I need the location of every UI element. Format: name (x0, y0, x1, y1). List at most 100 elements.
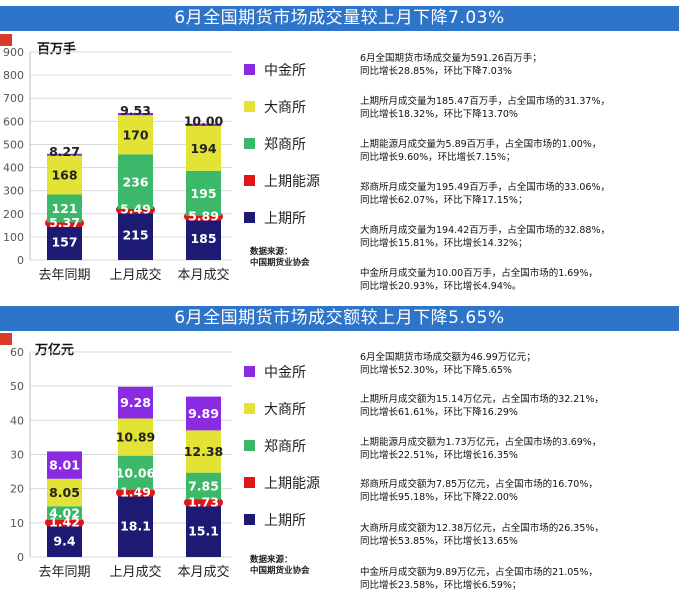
bar-segment-ine (184, 498, 223, 507)
source-label: 数据来源： (250, 555, 293, 565)
data-label-ine: 5.37 (49, 215, 80, 230)
legend-swatch (244, 212, 255, 223)
legend-swatch (244, 514, 255, 525)
note-line: 上期能源月成交量为5.89百万手，占全国市场的1.00%， (360, 139, 602, 150)
note-line: 同比增长9.60%，环比增长7.15%； (360, 152, 516, 163)
note-paragraph: 上期所月成交量为185.47百万手，占全国市场的31.37%， 同比增长18.32… (360, 95, 610, 121)
data-label-cffex: 9.53 (120, 103, 151, 118)
note-line: 同比增长18.32%，环比下降13.70% (360, 109, 518, 120)
data-label-shfe: 157 (51, 234, 77, 249)
y-tick-label: 0 (17, 551, 24, 564)
data-label-shfe: 185 (190, 231, 216, 246)
legend-label: 中金所 (264, 62, 306, 79)
data-label-shfe: 15.1 (188, 524, 219, 539)
note-line: 同比增长15.81%，环比增长14.32%； (360, 238, 528, 249)
legend-swatch (244, 64, 255, 75)
note-paragraph: 6月全国期货市场成交量为591.26百万手； 同比增长28.85%，环比下降7.0… (360, 52, 542, 78)
note-paragraph: 上期能源月成交量为5.89百万手，占全国市场的1.00%， 同比增长9.60%，环… (360, 138, 601, 164)
note-line: 同比增长62.07%，环比下降17.15%； (360, 195, 528, 206)
y-tick-label: 700 (3, 92, 24, 105)
data-label-czce: 195 (190, 186, 216, 201)
bar-segment-ine (45, 518, 84, 527)
y-tick-label: 300 (3, 185, 24, 198)
data-label-dce: 12.38 (184, 444, 224, 459)
note-line: 大商所月成交量为194.42百万手，占全国市场的32.88%， (360, 225, 610, 236)
data-label-shfe: 9.4 (53, 533, 75, 548)
note-line: 同比增长20.93%，环比增长4.94%。 (360, 281, 522, 292)
legend-item: 上期所 (244, 501, 320, 538)
source-name: 中国期货业协会 (250, 258, 310, 268)
legend-label: 上期能源 (264, 173, 320, 190)
note-paragraph: 中金所月成交量为10.00百万手，占全国市场的1.69%， 同比增长20.93%，… (360, 267, 598, 293)
bar-segment-cffex (118, 113, 153, 116)
bar-segment-cffex (47, 153, 82, 156)
legend-label: 上期能源 (264, 475, 320, 492)
data-label-cffex: 8.27 (49, 144, 80, 159)
data-label-dce: 8.05 (49, 485, 80, 500)
note-line: 6月全国期货市场成交量为591.26百万手； (360, 53, 542, 64)
bar-segment-dce (47, 478, 82, 507)
bar-segment-czce (47, 194, 82, 223)
bar-segment-cffex (118, 386, 153, 419)
source-label: 数据来源： (250, 247, 293, 257)
note-line: 上期能源月成交额为1.73万亿元，占全国市场的3.69%， (360, 437, 602, 448)
data-label-cffex: 9.89 (188, 406, 219, 421)
bar-segment-dce (186, 125, 221, 171)
note-paragraph: 郑商所月成交量为195.49百万手，占全国市场的33.06%， 同比增长62.07… (360, 181, 610, 207)
legend-item: 上期能源 (244, 464, 320, 501)
legend-item: 上期能源 (244, 162, 320, 199)
note-line: 上期所月成交额为15.14万亿元，占全国市场的32.21%， (360, 394, 604, 405)
note-line: 中金所月成交额为9.89万亿元，占全国市场的21.05%， (360, 567, 598, 578)
note-line: 上期所月成交量为185.47百万手，占全国市场的31.37%， (360, 96, 610, 107)
legend-label: 郑商所 (264, 136, 306, 153)
note-line: 郑商所月成交量为195.49百万手，占全国市场的33.06%， (360, 182, 610, 193)
y-tick-label: 20 (10, 483, 24, 496)
note-line: 大商所月成交额为12.38万亿元，占全国市场的26.35%， (360, 523, 604, 534)
data-label-czce: 10.06 (116, 465, 156, 480)
note-line: 同比增长52.30%，环比下降5.65% (360, 365, 512, 376)
bar-segment-ine (116, 488, 155, 497)
legend-swatch (244, 366, 255, 377)
bar-segment-shfe (118, 210, 153, 260)
note-line: 同比增长95.18%，环比下降22.00% (360, 492, 518, 503)
volume-data-source: 数据来源： 中国期货业协会 (250, 247, 310, 269)
bar-segment-shfe (186, 217, 221, 260)
x-category-label: 本月成交 (177, 564, 229, 580)
bar-segment-czce (47, 506, 82, 521)
y-tick-label: 40 (10, 414, 24, 427)
data-label-cffex: 8.01 (49, 458, 80, 473)
turnover-chart: 0 10 20 30 40 50 60 9.4 1.424.02 8.05 8.01 去年同期 18.1… (10, 346, 232, 580)
turnover-data-source: 数据来源： 中国期货业协会 (250, 555, 310, 577)
bar-segment-cffex (186, 396, 221, 431)
logo-icon (0, 333, 12, 345)
data-label-ine: 1.49 (120, 485, 151, 500)
note-line: 同比增长53.85%，环比增长13.65% (360, 536, 518, 547)
volume-legend: 中金所大商所郑商所上期能源上期所 (244, 51, 320, 236)
legend-label: 上期所 (264, 210, 306, 227)
data-label-shfe: 215 (122, 228, 148, 243)
data-label-ine: 5.89 (188, 209, 219, 224)
data-label-ine: 1.73 (188, 494, 219, 509)
x-category-label: 本月成交 (177, 267, 229, 283)
volume-banner: 6月全国期货市场成交量较上月下降7.03% (0, 6, 679, 31)
bar-segment-cffex (186, 123, 221, 126)
note-paragraph: 上期所月成交额为15.14万亿元，占全国市场的32.21%， 同比增长61.61%… (360, 393, 604, 419)
note-line: 郑商所月成交额为7.85万亿元，占全国市场的16.70%， (360, 479, 598, 490)
bar-segment-shfe (47, 223, 82, 260)
x-category-label: 上月成交 (109, 267, 161, 283)
note-line: 同比增长23.58%，环比增长6.59%； (360, 580, 522, 591)
bar-segment-shfe (186, 505, 221, 557)
data-label-cffex: 9.28 (120, 395, 151, 410)
y-tick-label: 800 (3, 69, 24, 82)
legend-swatch (244, 477, 255, 488)
legend-item: 郑商所 (244, 125, 320, 162)
note-paragraph: 6月全国期货市场成交额为46.99万亿元； 同比增长52.30%，环比下降5.65… (360, 351, 536, 377)
legend-label: 大商所 (264, 401, 306, 418)
legend-swatch (244, 101, 255, 112)
y-tick-label: 30 (10, 449, 24, 462)
bar-segment-dce (186, 430, 221, 473)
turnover-legend: 中金所 大商所 郑商所 上期能源 上期所 (244, 353, 320, 538)
legend-item: 大商所 (244, 88, 320, 125)
legend-item: 中金所 (244, 51, 320, 88)
data-label-dce: 10.89 (116, 430, 156, 445)
